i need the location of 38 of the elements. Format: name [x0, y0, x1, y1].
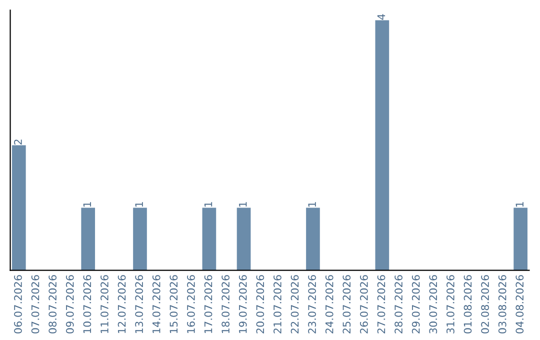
x-tick-label: 30.07.2026 [429, 275, 438, 334]
x-tick-label: 02.08.2026 [481, 275, 489, 334]
x-tick-label: 01.08.2026 [464, 275, 472, 334]
data-label: 2 [14, 140, 22, 144]
data-label: 1 [83, 202, 91, 207]
x-tick-label: 27.07.2026 [377, 275, 386, 334]
x-tick-label: 06.07.2026 [14, 275, 22, 334]
x-tick-label: 08.07.2026 [48, 275, 57, 334]
x-tick-label: 23.07.2026 [308, 275, 316, 334]
x-tick-label: 12.07.2026 [118, 275, 126, 333]
x-tick-label: 11.07.2026 [100, 275, 108, 333]
data-label: 1 [135, 202, 143, 207]
x-tick-label: 17.07.2026 [204, 275, 212, 333]
data-label: 1 [239, 202, 247, 207]
data-label: 1 [308, 202, 316, 207]
x-tick-label: 04.08.2026 [516, 275, 524, 334]
x-tick-label: 18.07.2026 [222, 275, 230, 333]
x-tick-label: 31.07.2026 [446, 275, 454, 334]
x-tick-label: 15.07.2026 [170, 275, 178, 333]
x-tick-label: 07.07.2026 [31, 275, 40, 334]
data-label: 4 [377, 14, 386, 20]
x-tick-label: 20.07.2026 [256, 275, 264, 334]
x-tick-label: 29.07.2026 [412, 275, 420, 334]
x-tick-label: 13.07.2026 [135, 275, 144, 333]
x-tick-label: 09.07.2026 [66, 275, 74, 334]
x-tick-label: 25.07.2026 [342, 275, 351, 334]
x-tick-label: 16.07.2026 [187, 275, 195, 333]
x-tick-label: 28.07.2026 [394, 275, 402, 334]
x-tick-label: 10.07.2026 [83, 275, 92, 333]
x-tick-label: 24.07.2026 [325, 275, 334, 334]
data-label: 1 [204, 202, 212, 207]
x-tick-label: 14.07.2026 [152, 275, 160, 333]
data-label: 1 [516, 202, 524, 207]
x-tick-label: 26.07.2026 [360, 275, 368, 334]
x-tick-label: 03.08.2026 [498, 275, 506, 334]
x-tick-label: 21.07.2026 [274, 275, 282, 334]
x-tick-label: 22.07.2026 [290, 275, 299, 334]
x-tick-label: 19.07.2026 [238, 275, 247, 333]
